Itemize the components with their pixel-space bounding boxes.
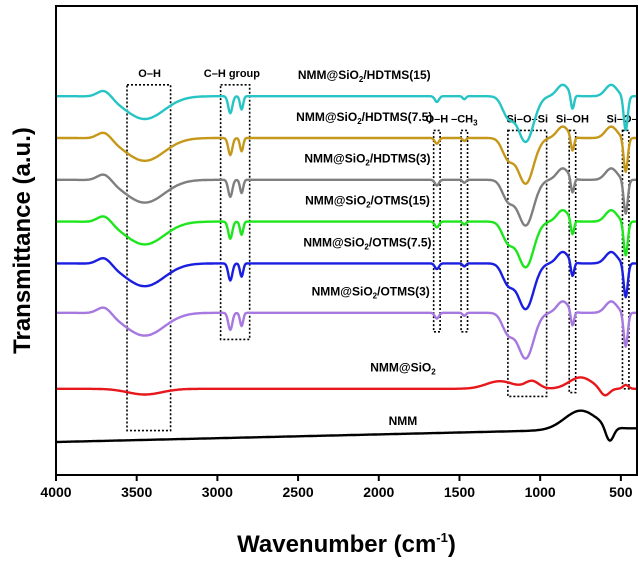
series-label-tail: /OTMS(7.5) bbox=[369, 235, 432, 249]
series-label-main: NMM@SiO bbox=[298, 68, 359, 82]
x-tick-label: 500 bbox=[609, 484, 633, 500]
x-tick-label: 4000 bbox=[40, 484, 71, 500]
series-label-sub: 2 bbox=[373, 292, 378, 301]
series-label-main: NMM@SiO bbox=[305, 194, 366, 208]
annotation-label-6: Si–O–Si bbox=[607, 113, 638, 125]
series-label-tail: /HDTMS(7.5) bbox=[362, 110, 433, 124]
annotation-label-1: C–H group bbox=[204, 68, 261, 80]
x-tick-label: 3000 bbox=[202, 484, 233, 500]
annotation-text: O–H bbox=[426, 113, 449, 125]
series-line-0 bbox=[55, 409, 638, 444]
series-label-tail: /OTMS(3) bbox=[377, 285, 430, 299]
series-line-5 bbox=[55, 167, 638, 227]
annotation-label-3: –CH3 bbox=[451, 113, 478, 127]
annotation-box-1 bbox=[219, 84, 251, 341]
series-label-main: NMM@SiO bbox=[296, 110, 357, 124]
annotation-text: Si–O–Si bbox=[506, 113, 548, 125]
x-axis-ticks: 4000 3500 3000 2500 2000 1500 1000 500 bbox=[40, 475, 633, 500]
annotation-text: Si–O–Si bbox=[607, 113, 638, 125]
series-line-7 bbox=[55, 83, 638, 144]
series-label-main: NMM@SiO bbox=[304, 152, 365, 166]
series-label-1: NMM@SiO2 bbox=[370, 361, 436, 377]
annotation-text: Si–OH bbox=[556, 113, 589, 125]
series-label-sub: 2 bbox=[357, 117, 362, 126]
series-label-6: NMM@SiO2/HDTMS(7.5) bbox=[296, 110, 432, 126]
y-axis-label: Transmittance (a.u.) bbox=[9, 127, 36, 354]
series-label-tail: /HDTMS(15) bbox=[363, 68, 430, 82]
plot-frame bbox=[55, 5, 638, 476]
series-label-4: NMM@SiO2/OTMS(15) bbox=[305, 194, 430, 210]
annotation-text: C–H group bbox=[204, 68, 261, 80]
series-line-2 bbox=[55, 300, 638, 360]
x-axis-label-main: Wavenumber (cm bbox=[237, 531, 436, 558]
annotation-text: O–H bbox=[138, 68, 161, 80]
annotation-box-5 bbox=[568, 129, 577, 394]
series-line-1 bbox=[55, 376, 638, 397]
series-label-sub: 2 bbox=[366, 201, 371, 210]
x-axis-label: Wavenumber (cm-1) bbox=[237, 530, 456, 558]
annotation-sub: 3 bbox=[473, 118, 478, 127]
x-axis-label-end: ) bbox=[448, 531, 456, 558]
annotation-label-5: Si–OH bbox=[556, 113, 589, 125]
annotation-box-6 bbox=[621, 129, 630, 390]
annotation-box-4 bbox=[507, 129, 548, 398]
annotation-label-4: Si–O–Si bbox=[506, 113, 548, 125]
x-tick-label: 2500 bbox=[283, 484, 314, 500]
annotation-text: –CH bbox=[451, 113, 473, 125]
series-label-tail: /HDTMS(3) bbox=[370, 152, 431, 166]
x-tick-label: 1500 bbox=[444, 484, 475, 500]
series-label-sub: 2 bbox=[359, 75, 364, 84]
annotation-box-0 bbox=[126, 84, 172, 432]
series-label-main: NMM@SiO bbox=[312, 285, 373, 299]
series-label-5: NMM@SiO2/HDTMS(3) bbox=[304, 152, 430, 168]
series-label-2: NMM@SiO2/OTMS(3) bbox=[312, 285, 430, 301]
annotation-box-2 bbox=[432, 129, 441, 333]
x-tick-label: 3500 bbox=[121, 484, 152, 500]
series-label-sub: 2 bbox=[364, 242, 369, 251]
annotation-label-0: O–H bbox=[138, 68, 161, 80]
series-lines bbox=[55, 83, 638, 444]
x-axis-label-sup: -1 bbox=[436, 530, 448, 545]
series-label-sub: 2 bbox=[365, 159, 370, 168]
series-label-tail: /OTMS(15) bbox=[371, 194, 430, 208]
x-tick-label: 1000 bbox=[525, 484, 556, 500]
series-label-main: NMM@SiO bbox=[303, 235, 364, 249]
series-label-3: NMM@SiO2/OTMS(7.5) bbox=[303, 235, 431, 251]
series-label-sub: 2 bbox=[431, 368, 436, 377]
annotation-label-2: O–H bbox=[426, 113, 449, 125]
series-labels: NMMNMM@SiO2NMM@SiO2/OTMS(3)NMM@SiO2/OTMS… bbox=[296, 68, 436, 428]
series-line-4 bbox=[55, 209, 638, 269]
series-label-0: NMM bbox=[389, 414, 418, 428]
annotation-box-3 bbox=[460, 129, 469, 333]
series-label-main: NMM bbox=[389, 414, 418, 428]
series-label-main: NMM@SiO bbox=[370, 361, 431, 375]
series-line-6 bbox=[55, 125, 638, 185]
x-tick-label: 2000 bbox=[363, 484, 394, 500]
series-line-3 bbox=[55, 250, 638, 311]
series-label-7: NMM@SiO2/HDTMS(15) bbox=[298, 68, 431, 84]
